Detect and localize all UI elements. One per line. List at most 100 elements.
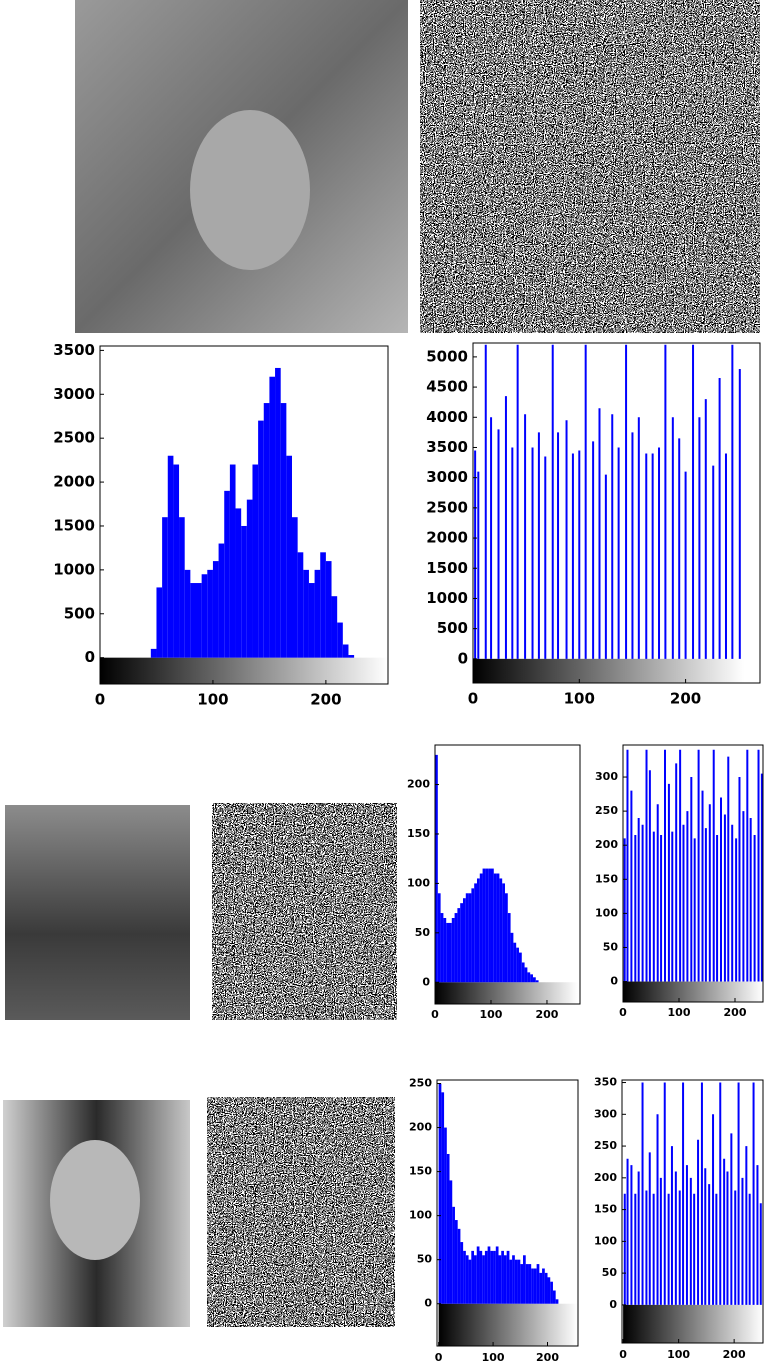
plot-area [473, 343, 760, 683]
bar [506, 1250, 510, 1304]
bar [150, 648, 157, 658]
x-tick-label: 200 [724, 1006, 747, 1019]
bar [501, 1250, 504, 1304]
bar [484, 1250, 488, 1304]
y-tick-label: 100 [409, 1209, 432, 1222]
bar [493, 873, 497, 983]
bar [331, 596, 338, 658]
bar [521, 962, 525, 983]
bar [297, 552, 304, 658]
bar [218, 543, 225, 658]
colorbar [473, 658, 745, 683]
y-tick-label: 3500 [426, 438, 468, 456]
bar [437, 893, 441, 983]
bar [308, 583, 315, 658]
bar [444, 1127, 447, 1304]
bar [471, 1250, 475, 1304]
bar [520, 1264, 524, 1304]
bar [531, 1268, 534, 1304]
bar [550, 1281, 553, 1304]
bar [504, 893, 508, 983]
y-tick-label: 100 [594, 1234, 617, 1247]
bar [555, 1299, 559, 1304]
bar [162, 517, 168, 658]
y-tick-label: 250 [594, 1139, 617, 1152]
bar [280, 403, 287, 658]
bar [530, 974, 533, 983]
bar [474, 1255, 477, 1304]
y-tick-label: 3000 [53, 385, 95, 403]
bar [212, 561, 219, 658]
encrypted-image [207, 1097, 395, 1327]
bar [476, 878, 480, 983]
bar [525, 1264, 529, 1304]
bar [446, 922, 449, 983]
bar [441, 1092, 445, 1304]
bar [479, 1250, 483, 1304]
bar [229, 464, 236, 658]
bar [496, 873, 500, 983]
bar [438, 1083, 442, 1304]
bar [320, 552, 326, 658]
bar [517, 1259, 521, 1304]
bar [502, 883, 505, 983]
bar [201, 574, 208, 658]
bar [460, 903, 463, 983]
plot-frame [434, 744, 581, 1005]
x-tick-label: 100 [197, 691, 228, 709]
x-tick-label: 100 [667, 1348, 690, 1361]
y-tick-label: 100 [595, 906, 618, 919]
x-tick-label: 0 [95, 691, 105, 709]
colorbar [623, 1304, 763, 1343]
bar [448, 922, 452, 983]
bar [252, 464, 259, 658]
y-tick-label: 500 [64, 604, 95, 622]
bar [457, 908, 461, 983]
colorbar [435, 982, 578, 1004]
bar [184, 569, 191, 658]
photo [5, 805, 190, 1020]
bar [471, 888, 475, 983]
bar [536, 1264, 540, 1304]
encrypted-image [420, 0, 760, 333]
bar [179, 517, 185, 658]
bar [487, 1246, 491, 1304]
y-tick-label: 250 [595, 804, 618, 817]
y-tick-label: 300 [594, 1107, 617, 1120]
plot-frame [621, 1079, 764, 1344]
bar [495, 1246, 499, 1304]
bar [258, 420, 264, 658]
y-tick-label: 0 [422, 975, 430, 988]
bar [196, 583, 202, 658]
bar [552, 1290, 556, 1304]
bar [454, 1220, 458, 1304]
y-tick-label: 3000 [426, 468, 468, 486]
bar [275, 367, 281, 658]
bar [446, 1153, 450, 1304]
y-tick-label: 2000 [53, 473, 95, 491]
bar [173, 464, 180, 658]
y-tick-label: 2000 [426, 529, 468, 547]
y-tick-label: 500 [437, 619, 468, 637]
bar [207, 569, 213, 658]
bar [443, 917, 447, 983]
photo [50, 1140, 140, 1260]
x-tick-label: 200 [670, 690, 701, 708]
bar [533, 1268, 537, 1304]
y-tick-label: 50 [417, 1253, 433, 1266]
x-tick-label: 200 [536, 1351, 559, 1364]
bar [493, 1250, 496, 1304]
bar [532, 977, 536, 983]
bar [503, 1255, 507, 1304]
y-tick-label: 1500 [426, 559, 468, 577]
bar [547, 1277, 551, 1304]
bar [460, 1242, 464, 1304]
bar [490, 868, 494, 983]
x-tick-label: 0 [431, 1008, 439, 1021]
y-tick-label: 0 [610, 975, 618, 988]
y-tick-label: 50 [603, 940, 619, 953]
bar [465, 1255, 469, 1304]
y-tick-label: 2500 [426, 498, 468, 516]
bar [482, 868, 486, 983]
